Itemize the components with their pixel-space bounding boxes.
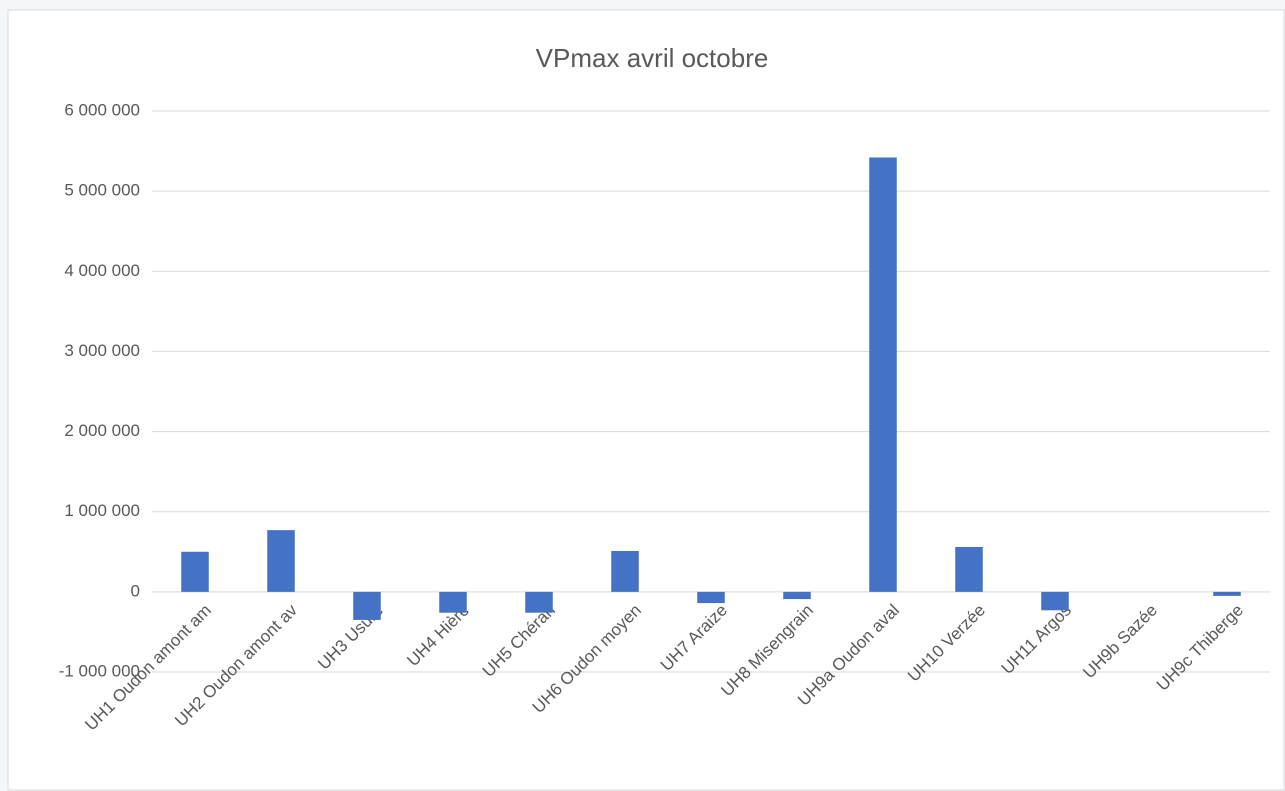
- bar: [611, 550, 639, 592]
- y-tick-label: 1 000 000: [64, 501, 140, 520]
- y-tick-label: 6 000 000: [64, 100, 140, 119]
- bar: [181, 551, 209, 592]
- bar: [439, 591, 467, 613]
- y-tick-label: 5 000 000: [64, 181, 140, 200]
- bar: [869, 157, 897, 592]
- bar: [697, 591, 725, 604]
- bar: [1041, 591, 1069, 611]
- bar: [783, 591, 811, 600]
- y-tick-label: -1 000 000: [59, 661, 140, 680]
- bar: [267, 530, 295, 592]
- chart-title: VPmax avril octobre: [536, 43, 769, 73]
- y-tick-label: 2 000 000: [64, 421, 140, 440]
- bar: [955, 546, 983, 592]
- y-tick-label: 3 000 000: [64, 341, 140, 360]
- y-tick-label: 4 000 000: [64, 261, 140, 280]
- bar: [1213, 591, 1241, 596]
- y-tick-label: 0: [131, 581, 140, 600]
- chart-area: [7, 9, 1285, 791]
- bar: [353, 591, 381, 620]
- bar: [525, 591, 553, 613]
